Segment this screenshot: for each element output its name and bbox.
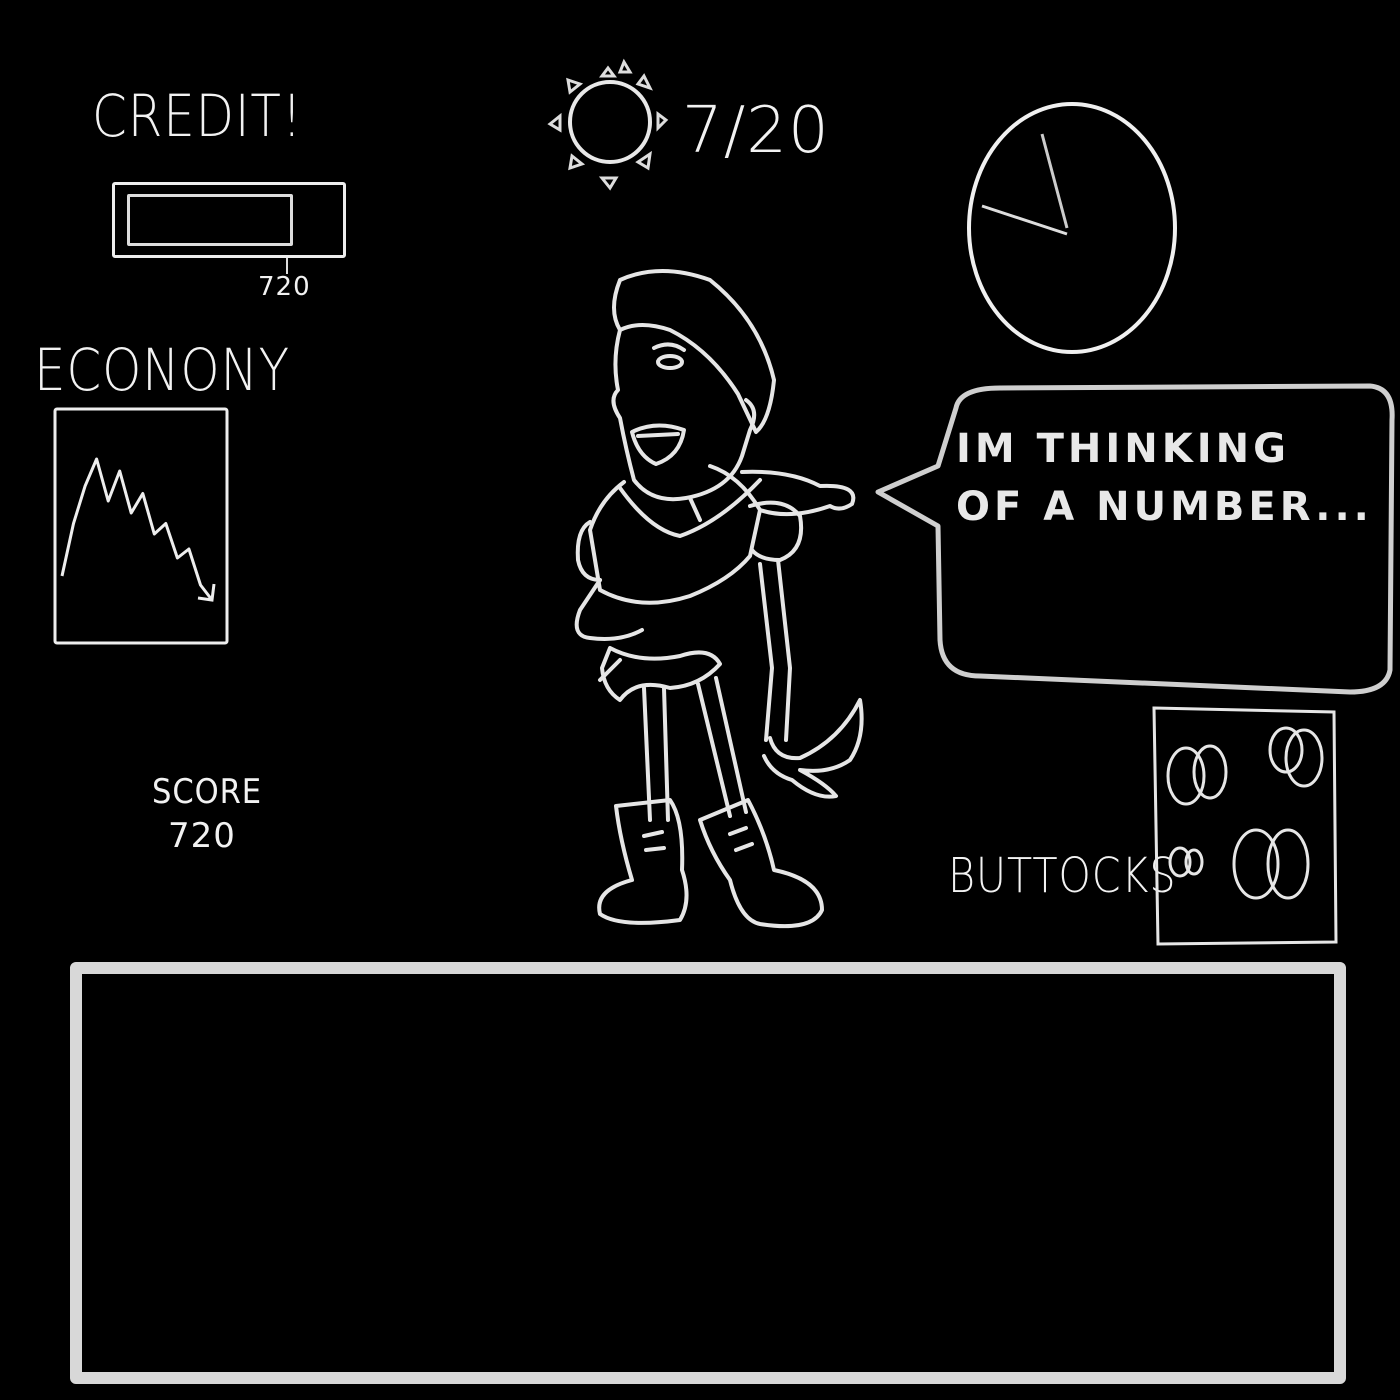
economy-chart xyxy=(53,407,229,645)
score-value: 720 xyxy=(168,816,236,856)
credit-meter xyxy=(112,182,346,258)
credit-value: 720 xyxy=(258,272,311,302)
dialog-text xyxy=(82,974,1334,1034)
credit-title: CREDIT! xyxy=(92,82,303,150)
speech-bubble xyxy=(875,383,1395,695)
character-sprite xyxy=(574,269,864,929)
economy-title: ECONONY xyxy=(34,336,290,404)
credit-meter-fill xyxy=(127,194,293,246)
buttocks-label: BUTTOCKS xyxy=(948,848,1177,904)
economy-trend-line xyxy=(60,457,214,601)
speech-text: IM THINKING OF A NUMBER... xyxy=(956,426,1373,530)
buttocks-icon xyxy=(1152,706,1338,946)
clock-icon xyxy=(967,102,1177,354)
dialog-box xyxy=(70,962,1346,1384)
score-label: SCORE xyxy=(152,772,262,812)
day-counter: 7/20 xyxy=(682,94,830,168)
credit-tick xyxy=(286,258,288,274)
economy-arrow-head xyxy=(197,583,216,602)
sun-icon xyxy=(547,58,669,191)
